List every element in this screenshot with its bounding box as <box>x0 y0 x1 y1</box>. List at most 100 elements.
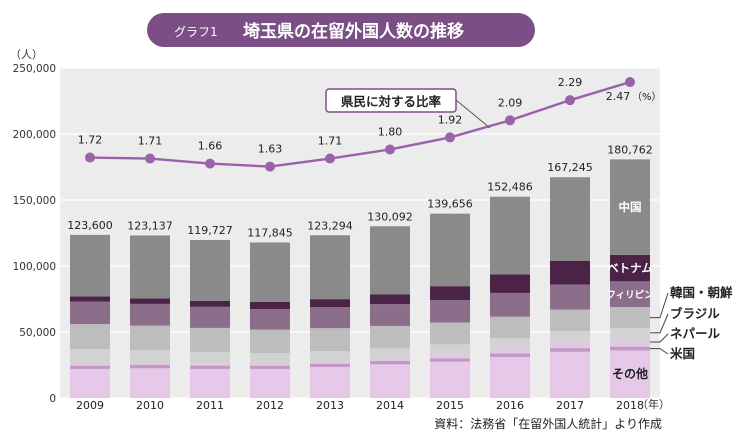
ratio-value-label: 1.66 <box>198 140 223 153</box>
ratio-value-label: 1.71 <box>138 135 163 148</box>
inside-series-label: その他 <box>612 366 648 381</box>
bar-segment <box>190 363 230 366</box>
bar-segment <box>250 309 290 330</box>
bar-segment <box>550 348 590 352</box>
y-tick-label: 150,000 <box>13 195 56 207</box>
x-axis-unit: （年） <box>637 397 670 411</box>
y-axis-unit: （人） <box>10 48 43 61</box>
ratio-point <box>625 77 635 88</box>
bar-segment <box>70 363 110 366</box>
bar-segment <box>430 322 470 345</box>
bar-segment <box>70 296 110 302</box>
title-group: グラフ1 埼玉県の在留外国人数の推移 <box>147 13 535 47</box>
x-tick-label: 2010 <box>136 399 164 412</box>
bar-total-label: 117,845 <box>247 226 293 239</box>
bar-segment <box>250 301 290 310</box>
bar-segment <box>430 286 470 301</box>
outside-series-label: ネパール <box>670 326 721 341</box>
title-background <box>147 13 535 47</box>
ratio-value-label: 1.72 <box>78 134 103 147</box>
series-leader-line <box>650 333 669 343</box>
bar-segment <box>490 346 530 354</box>
bars-group <box>70 159 650 398</box>
bar-segment <box>310 363 350 367</box>
x-axis-ticks: 2009 2010 2011 2012 2013 2014 2015 2016 2017 2018 <box>76 399 644 412</box>
bar-segment <box>310 328 350 352</box>
bar-segment <box>430 300 470 323</box>
y-tick-label: 50,000 <box>19 327 56 339</box>
bar-total-label: 123,600 <box>67 219 113 232</box>
bar-segment <box>370 364 410 398</box>
bar-segment <box>190 365 230 369</box>
bar-segment <box>250 242 290 302</box>
bar-segment <box>610 346 650 351</box>
ratio-callout: 県民に対する比率 <box>325 88 491 129</box>
bar-total-label: 123,294 <box>307 219 353 232</box>
bar-segment <box>250 368 290 398</box>
bar-segment <box>310 299 350 308</box>
bar-segment <box>550 284 590 310</box>
ratio-point <box>205 158 215 169</box>
bar-segment <box>310 351 350 361</box>
bar-segment <box>490 292 530 317</box>
bar-total-label: 119,727 <box>187 224 233 237</box>
bar-segment <box>190 368 230 398</box>
bar-segment <box>130 298 170 304</box>
bar-segment <box>430 352 470 359</box>
total-labels: 123,600 123,137 119,727 117,845 123,294 130,0… <box>67 143 653 239</box>
source-note: 資料：法務省「在留外国人統計」より作成 <box>434 416 662 431</box>
bar-segment <box>190 239 230 301</box>
outside-series-label: 韓国・朝鮮 <box>670 285 733 300</box>
bar-segment <box>130 235 170 299</box>
bar-segment <box>490 338 530 347</box>
bar-segment <box>370 356 410 361</box>
bar-segment <box>550 177 590 261</box>
bar-segment <box>370 226 410 295</box>
bar-segment <box>370 325 410 349</box>
bar-segment <box>370 348 410 357</box>
ratio-point <box>265 161 275 172</box>
bar-segment <box>370 360 410 365</box>
bar-total-label: 123,137 <box>127 219 173 232</box>
ratio-value-label: 1.92 <box>438 113 463 126</box>
bar-segment <box>370 304 410 326</box>
ratio-value-label: 2.29 <box>558 76 583 89</box>
bar-segment <box>610 337 650 347</box>
bar-segment <box>250 353 290 364</box>
bar-segment <box>130 325 170 351</box>
x-tick-label: 2009 <box>76 399 104 412</box>
ratio-value-label: 1.63 <box>258 143 283 156</box>
ratio-point <box>445 132 455 143</box>
x-tick-label: 2018 <box>616 399 644 412</box>
bar-segment <box>490 196 530 275</box>
bar-segment <box>550 330 590 341</box>
x-tick-label: 2017 <box>556 399 584 412</box>
ratio-line <box>89 80 631 168</box>
bar-segment <box>310 360 350 364</box>
x-tick-label: 2013 <box>316 399 344 412</box>
bar-segment <box>610 328 650 338</box>
inside-series-label: 中国 <box>619 200 642 214</box>
bar-segment <box>70 234 110 297</box>
bar-segment <box>430 358 470 362</box>
chart-title: 埼玉県の在留外国人数の推移 <box>243 21 464 42</box>
series-leader-line <box>650 292 669 319</box>
bar-segment <box>610 307 650 329</box>
bar-total-label: 152,486 <box>487 181 533 194</box>
bar-segment <box>70 301 110 325</box>
bar-segment <box>430 361 470 398</box>
bar-segment <box>370 294 410 305</box>
ratio-point <box>385 144 395 155</box>
bar-segment <box>490 274 530 293</box>
ratio-value-label: 2.09 <box>498 96 523 109</box>
ratio-unit-label: （%） <box>632 91 662 103</box>
ratio-point <box>325 153 335 164</box>
title-badge-text: グラフ1 <box>174 25 218 39</box>
ratio-value-label: 2.47 <box>606 90 631 103</box>
outside-series-label: 米国 <box>669 346 695 361</box>
bar-segment <box>430 213 470 287</box>
bar-total-label: 180,762 <box>607 143 653 156</box>
bar-segment <box>130 368 170 398</box>
bar-segment <box>130 362 170 365</box>
